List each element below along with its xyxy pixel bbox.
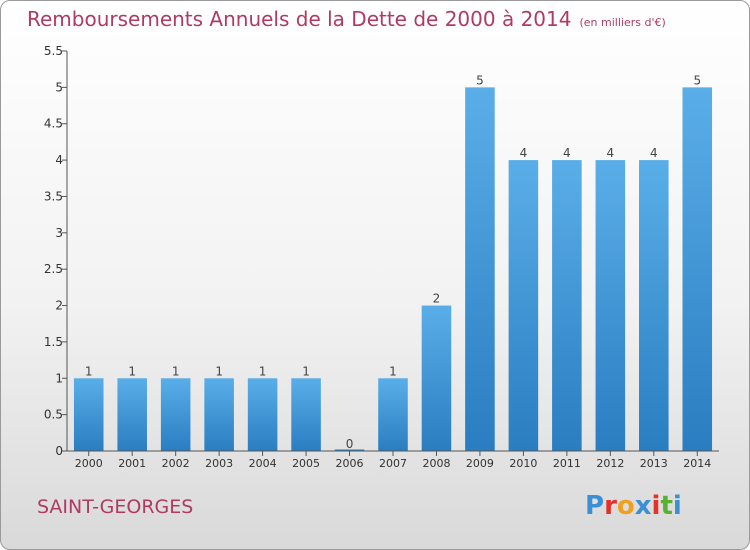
data-label: 1	[85, 364, 93, 378]
x-tick-label: 2006	[336, 457, 364, 470]
labels-group: 0 0.5 1 1.5 2 2.5 3 3.5 4 4.5 5 5.5 2000 1 2001 1 2002 1 2…	[44, 44, 711, 470]
proxiti-logo: Proxiti	[585, 491, 682, 521]
logo-letter: P	[585, 491, 605, 521]
bar-2011	[552, 160, 582, 451]
bar-2003	[204, 378, 234, 451]
y-tick-label: 1.5	[44, 335, 63, 349]
y-tick-label: 0	[55, 444, 63, 458]
bar-2000	[73, 378, 104, 451]
bar-2008	[421, 305, 452, 451]
y-tick-label: 4.5	[44, 117, 63, 131]
x-tick-label: 2011	[553, 457, 581, 470]
data-label: 4	[520, 146, 528, 160]
data-label: 0	[346, 437, 354, 451]
data-label: 5	[693, 73, 701, 87]
logo-letter: x	[634, 491, 652, 521]
x-tick-label: 2008	[422, 457, 450, 470]
data-label: 2	[433, 292, 441, 306]
bar-2002	[160, 378, 191, 451]
x-tick-label: 2014	[683, 457, 711, 470]
data-label: 4	[607, 146, 615, 160]
axes-group	[62, 50, 719, 456]
bar-2006	[334, 449, 365, 451]
y-tick-label: 3.5	[44, 189, 63, 203]
x-tick-label: 2013	[640, 457, 668, 470]
title-text: Remboursements Annuels de la Dette de 20…	[27, 7, 572, 31]
data-label: 1	[389, 364, 397, 378]
data-label: 5	[476, 73, 484, 87]
x-tick-label: 2007	[379, 457, 407, 470]
x-tick-label: 2005	[292, 457, 320, 470]
x-tick-label: 2012	[596, 457, 624, 470]
bar-2012	[595, 160, 626, 451]
data-label: 1	[128, 364, 136, 378]
logo-letter: i	[651, 491, 661, 521]
data-label: 1	[302, 364, 310, 378]
logo-letter: o	[616, 491, 635, 521]
bar-2010	[508, 160, 539, 451]
bar-2013	[639, 160, 669, 451]
bar-2001	[117, 378, 147, 451]
logo-letter: r	[604, 491, 617, 521]
bar-2009	[465, 87, 495, 451]
bars-group	[73, 87, 713, 451]
x-tick-label: 2009	[466, 457, 494, 470]
x-tick-label: 2010	[509, 457, 537, 470]
chart-unit: (en milliers d'€)	[579, 16, 666, 29]
y-tick-label: 1	[55, 371, 63, 385]
x-tick-label: 2001	[118, 457, 146, 470]
bar-2014	[682, 87, 713, 451]
bar-2007	[378, 378, 408, 451]
logo-letter: t	[660, 491, 673, 521]
data-label: 1	[172, 364, 180, 378]
data-label: 4	[650, 146, 658, 160]
x-tick-label: 2000	[75, 457, 103, 470]
y-tick-label: 0.5	[44, 408, 63, 422]
data-label: 4	[563, 146, 571, 160]
bar-2005	[291, 378, 321, 451]
y-tick-label: 4	[55, 153, 63, 167]
y-tick-label: 2.5	[44, 262, 63, 276]
x-tick-label: 2003	[205, 457, 233, 470]
data-label: 1	[215, 364, 223, 378]
x-tick-label: 2002	[162, 457, 190, 470]
y-tick-label: 2	[55, 299, 63, 313]
logo-letter: i	[672, 491, 682, 521]
y-tick-label: 5.5	[44, 44, 63, 58]
y-tick-label: 3	[55, 226, 63, 240]
data-label: 1	[259, 364, 267, 378]
y-tick-label: 5	[55, 80, 63, 94]
x-tick-label: 2004	[249, 457, 277, 470]
bar-2004	[247, 378, 278, 451]
chart-title: Remboursements Annuels de la Dette de 20…	[27, 7, 666, 31]
commune-name: SAINT-GEORGES	[37, 496, 194, 518]
